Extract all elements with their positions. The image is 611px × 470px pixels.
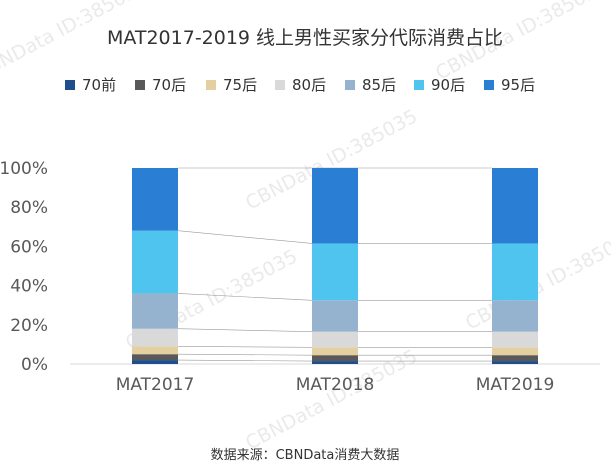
bars — [132, 168, 538, 364]
x-category-label: MAT2019 — [476, 375, 555, 395]
series-connector-line — [177, 328, 313, 332]
y-tick-label: 60% — [10, 237, 48, 257]
bar-segment — [312, 361, 358, 364]
legend-swatch — [345, 80, 355, 90]
bar-segment — [492, 168, 538, 244]
legend-swatch — [65, 80, 75, 90]
legend-label: 70后 — [152, 76, 186, 94]
series-connector-line — [177, 293, 313, 301]
bar-segment — [132, 360, 178, 364]
legend-swatch — [275, 80, 285, 90]
series-connector-line — [177, 359, 313, 362]
bar-segment — [312, 355, 358, 362]
legend-label: 90后 — [431, 76, 465, 94]
y-tick-label: 40% — [10, 277, 48, 297]
bar-segment — [132, 168, 178, 231]
bar-segment — [312, 243, 358, 301]
x-axis: MAT2017 MAT2018 MAT2019 — [116, 375, 555, 395]
x-category-label: MAT2017 — [116, 375, 195, 395]
bar-segment — [312, 300, 358, 332]
bar-segment — [492, 361, 538, 364]
legend-label: 85后 — [362, 76, 396, 94]
y-tick-label: 0% — [21, 355, 48, 375]
legend-label: 80后 — [292, 76, 326, 94]
y-tick-label: 100% — [0, 159, 48, 179]
series-connector-line — [177, 353, 313, 356]
bar-segment — [492, 243, 538, 301]
bar-segment — [312, 331, 358, 348]
bar-segment — [132, 346, 178, 355]
bar-segment — [132, 328, 178, 347]
bar-segment — [492, 331, 538, 348]
bar-segment — [132, 293, 178, 329]
legend-label: 75后 — [223, 76, 257, 94]
bar-segment — [492, 300, 538, 332]
bar-segment — [132, 354, 178, 361]
source-note: 数据来源：CBNData消费大数据 — [211, 448, 400, 463]
bar-segment — [492, 347, 538, 356]
chart-title: MAT2017-2019 线上男性买家分代际消费占比 — [107, 27, 503, 49]
legend-label: 95后 — [501, 76, 535, 94]
legend: 70前 70后 75后 80后 85后 90后 95后 — [65, 76, 535, 94]
bar-segment — [312, 168, 358, 244]
legend-label: 70前 — [82, 76, 116, 94]
x-category-label: MAT2018 — [296, 375, 375, 395]
series-connector-line — [177, 230, 313, 244]
bar-segment — [132, 230, 178, 294]
y-tick-label: 20% — [10, 316, 48, 336]
legend-swatch — [414, 80, 424, 90]
bar-segment — [492, 355, 538, 362]
y-axis: 0% 20% 40% 60% 80% 100% — [0, 159, 48, 375]
connector-lines — [177, 167, 492, 362]
bar-segment — [312, 347, 358, 356]
legend-swatch — [206, 80, 216, 90]
series-connector-line — [177, 346, 313, 348]
legend-swatch — [135, 80, 145, 90]
legend-swatch — [484, 80, 494, 90]
y-tick-label: 80% — [10, 198, 48, 218]
